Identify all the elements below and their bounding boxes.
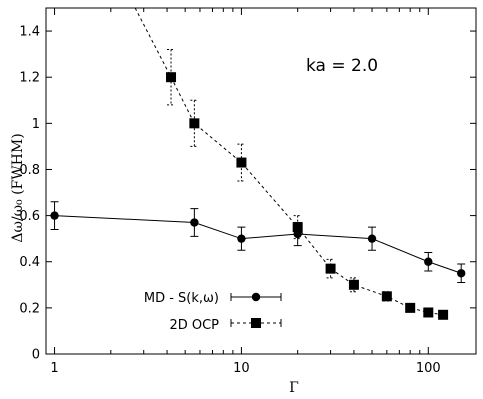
y-tick-label: 0 xyxy=(32,348,40,363)
error-bars xyxy=(50,49,466,318)
error-bar xyxy=(190,99,199,147)
y-tick-label: 0.2 xyxy=(19,301,40,316)
y-grid-ticks: 0 0.2 0.4 0.6 0.8 1 1.2 1.4 xyxy=(19,25,476,363)
error-bar xyxy=(349,277,358,293)
data-point-square xyxy=(438,309,449,320)
data-point-square xyxy=(325,263,336,274)
data-point-square xyxy=(189,118,200,129)
data-point-square xyxy=(166,72,177,83)
y-tick-label: 0.4 xyxy=(19,255,40,270)
legend-label-ocp: 2D OCP xyxy=(169,318,219,333)
data-point-circle xyxy=(190,218,199,227)
data-point-square xyxy=(348,279,359,290)
series-line-0 xyxy=(54,215,462,274)
y-tick-label: 0.8 xyxy=(19,163,40,178)
data-point-square xyxy=(405,302,416,313)
data-point-circle xyxy=(457,269,466,278)
x-tick-label: 10 xyxy=(233,361,250,376)
series-lines xyxy=(54,7,462,316)
y-tick-label: 1.2 xyxy=(19,71,40,86)
y-tick-label: 1.4 xyxy=(19,25,40,40)
legend: MD - S(k,ω) 2D OCP xyxy=(144,291,282,333)
error-bar xyxy=(237,143,246,182)
x-grid-ticks: 1 10 100 xyxy=(50,8,441,376)
error-bar xyxy=(167,49,176,106)
x-tick-label: 1 xyxy=(50,361,58,376)
data-point-circle xyxy=(237,234,246,243)
annotation-ka: ka = 2.0 xyxy=(306,56,378,76)
y-tick-label: 0.6 xyxy=(19,209,40,224)
plot-frame xyxy=(45,7,477,355)
legend-errcap-md xyxy=(230,293,282,301)
data-point-circle xyxy=(50,211,59,220)
data-point-square xyxy=(381,291,392,302)
legend-marker-md xyxy=(251,292,261,302)
data-point-square xyxy=(236,157,247,168)
legend-label-md: MD - S(k,ω) xyxy=(144,291,219,306)
legend-errcap-ocp xyxy=(230,319,282,327)
series-line-1 xyxy=(134,7,444,316)
error-bar xyxy=(293,215,302,240)
y-tick-label: 1 xyxy=(32,117,40,132)
x-axis-title: Γ xyxy=(289,380,299,396)
data-point-circle xyxy=(424,257,433,266)
data-point-square xyxy=(423,307,434,318)
markers xyxy=(50,72,466,320)
data-point-circle xyxy=(367,234,377,243)
legend-marker-ocp xyxy=(251,318,261,328)
x-tick-label: 100 xyxy=(416,361,441,376)
y-axis-title: Δω/ω₀ (FWHM) xyxy=(10,133,26,242)
data-point-square xyxy=(292,222,303,233)
